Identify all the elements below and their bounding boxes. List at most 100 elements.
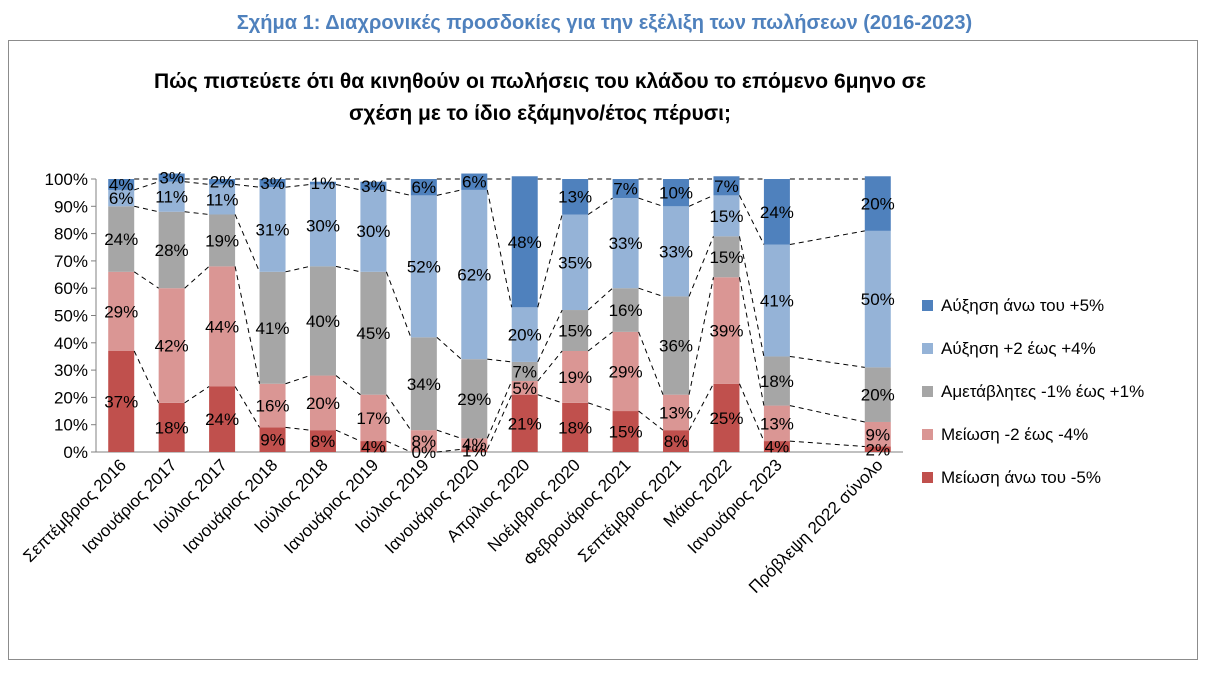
data-label: 24% (104, 230, 138, 249)
data-label: 4% (765, 438, 790, 457)
y-tick-label: 10% (54, 416, 88, 435)
data-label: 1% (311, 174, 336, 193)
data-label: 7% (512, 362, 537, 381)
y-axis-grid: 0% 10% 20% 30% 40% 50% 60% 70% 80% 90% 100% (45, 170, 903, 462)
data-label: 20% (508, 326, 542, 345)
bar-segment (562, 350, 589, 403)
data-label: 52% (407, 257, 441, 276)
data-labels: 37%29%24%6%4%18%42%28%11%3%24%44%19%11%2… (104, 169, 895, 462)
data-label: 30% (356, 222, 390, 241)
figure-caption: Σχήμα 1: Διαχρονικές προσδοκίες για την … (236, 12, 973, 34)
data-label: 36% (659, 337, 693, 356)
bar-segment (360, 189, 387, 272)
bar-segment (663, 206, 690, 297)
connector-line (587, 287, 613, 311)
data-label: 41% (760, 291, 794, 310)
data-label: 6% (412, 178, 437, 197)
x-tick-label: Νοέμβριος 2020 (484, 455, 584, 555)
data-label: 45% (356, 324, 390, 343)
connector-line (285, 183, 311, 188)
data-label: 39% (709, 322, 743, 341)
bar-segment (612, 179, 639, 199)
bar-segment (864, 230, 891, 368)
data-label: 42% (155, 337, 189, 356)
bar-segment (309, 266, 336, 376)
data-label: 15% (558, 322, 592, 341)
data-label: 35% (558, 253, 592, 272)
bar-segment (309, 375, 336, 431)
data-label: 4% (109, 175, 134, 194)
bar-segment (562, 310, 589, 351)
connector-line (486, 394, 513, 450)
connector-line (688, 277, 714, 395)
data-label: 11% (206, 190, 239, 209)
data-label: 50% (861, 290, 895, 309)
legend: Αύξηση άνω του +5% Αύξηση +2 έως +4% Αμετά… (922, 296, 1144, 487)
bar-segment (763, 405, 790, 442)
bar-segment (713, 236, 740, 278)
connector-line (285, 426, 311, 431)
chart-title: Πώς πιστεύετε ότι θα κινηθούν οι πωλήσει… (80, 66, 1000, 130)
legend-swatch (922, 472, 933, 483)
bar-segment (108, 271, 135, 351)
bar-segment (511, 394, 538, 452)
connector-line (134, 205, 159, 213)
bar-segment (864, 421, 891, 447)
connector-line (184, 181, 210, 185)
connector-line (537, 394, 563, 404)
y-tick-label: 70% (54, 252, 88, 271)
data-label: 7% (613, 180, 638, 199)
bar-segment (108, 179, 135, 190)
data-label: 8% (311, 432, 336, 451)
legend-swatch (922, 429, 933, 440)
bar-segment (209, 184, 236, 215)
connector-line (234, 266, 261, 384)
bar-segment (663, 296, 690, 395)
connector-line (184, 211, 210, 215)
bar-segment (511, 361, 538, 382)
legend-swatch (922, 386, 933, 397)
bar-segment (209, 386, 236, 452)
data-label: 19% (205, 231, 239, 250)
connector-line (789, 230, 865, 246)
connector-line (133, 271, 159, 289)
connector-line (234, 214, 260, 273)
connector-line (235, 183, 260, 188)
bar-segment (562, 214, 589, 311)
legend-label: Μείωση -2 έως -4% (941, 425, 1088, 444)
bar-segment (461, 359, 488, 439)
data-label: 28% (155, 241, 189, 260)
bar-segment (309, 430, 336, 452)
legend-label: Μείωση άνω του -5% (941, 468, 1101, 487)
connector-line (739, 383, 765, 442)
data-label: 11% (155, 188, 188, 207)
bar-segment (360, 441, 387, 452)
data-label: 6% (462, 173, 487, 192)
data-label: 15% (609, 423, 643, 442)
data-label: 3% (361, 177, 386, 196)
bar-segment (663, 179, 690, 207)
bar-segment (461, 173, 488, 190)
bar-segment (612, 331, 639, 412)
legend-swatch (922, 300, 933, 311)
chart-frame (8, 40, 1198, 660)
data-label: 29% (457, 390, 491, 409)
bar-segment (259, 187, 286, 272)
connector-line (587, 402, 613, 412)
legend-label: Αμετάβλητες -1% έως +1% (941, 382, 1144, 401)
data-label: 20% (306, 394, 340, 413)
bar-segment (864, 446, 891, 452)
connector-line (638, 331, 664, 395)
connector-line (537, 214, 563, 308)
connector-line (385, 394, 412, 431)
data-label: 18% (760, 372, 794, 391)
y-tick-label: 40% (54, 334, 88, 353)
bar-segment (562, 179, 589, 215)
bar-segment (663, 430, 690, 452)
data-label: 2% (210, 173, 235, 192)
connector-line (738, 236, 765, 357)
data-label: 1% (462, 442, 487, 461)
bar-segment (511, 381, 538, 395)
y-tick-label: 100% (45, 170, 88, 189)
